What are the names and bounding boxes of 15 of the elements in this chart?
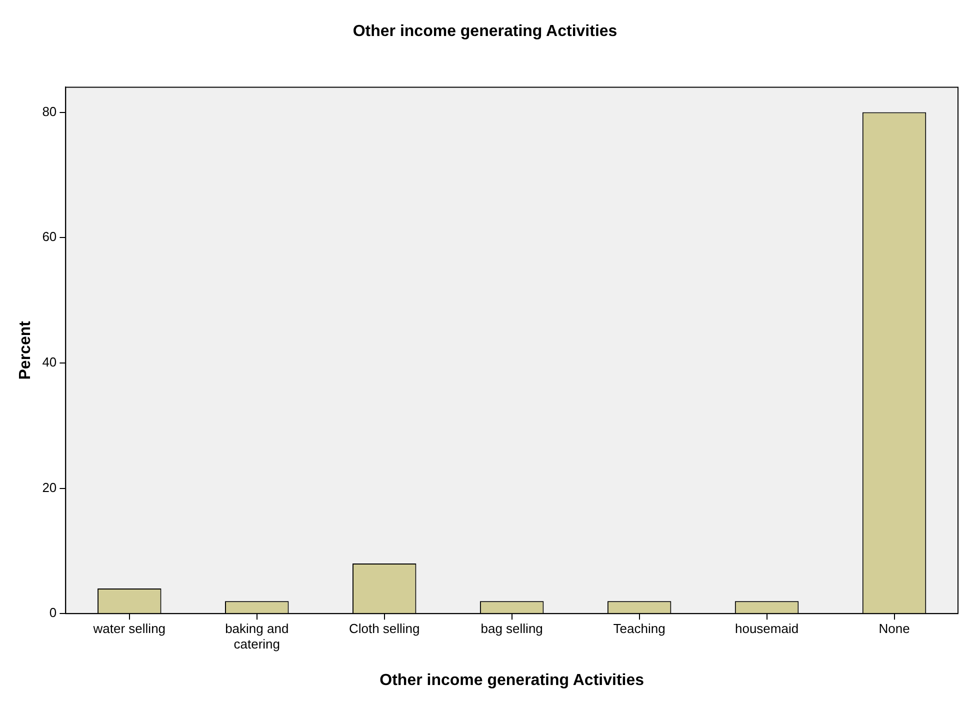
- x-tick-label: None: [878, 620, 910, 636]
- y-tick-label: 80: [42, 104, 57, 119]
- chart-title: Other income generating Activities: [352, 23, 618, 40]
- x-axis-title: Other income generating Activities: [380, 672, 644, 689]
- x-tick-label: bag selling: [480, 620, 543, 636]
- x-tick-label: Cloth selling: [348, 620, 420, 636]
- x-tick-label: baking and catering: [225, 620, 289, 652]
- x-tick-label: housemaid: [734, 620, 799, 636]
- y-tick-label: 20: [42, 480, 57, 495]
- y-tick-label: 60: [42, 229, 57, 244]
- x-tick-label: Teaching: [613, 620, 666, 636]
- x-tick-label: water selling: [92, 620, 166, 636]
- y-tick-label: 0: [49, 605, 57, 620]
- y-axis-title: Percent: [17, 320, 34, 380]
- y-tick-label: 40: [42, 354, 57, 370]
